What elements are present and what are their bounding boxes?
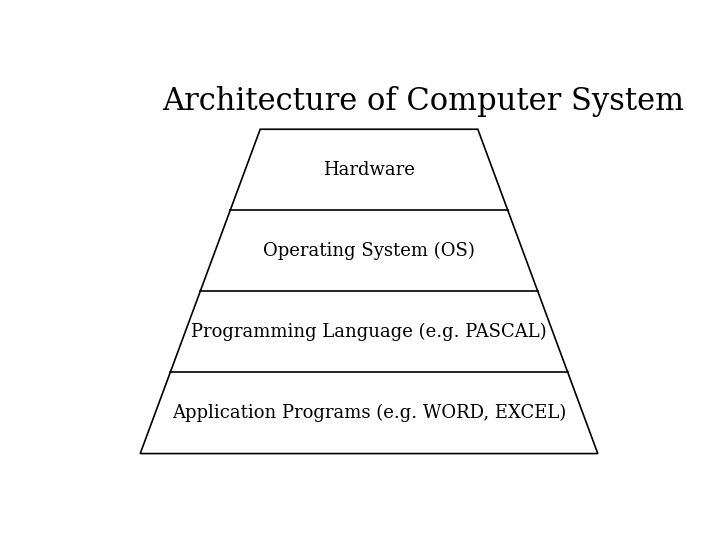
Text: Operating System (OS): Operating System (OS) <box>263 242 475 260</box>
Polygon shape <box>140 129 598 454</box>
Text: Architecture of Computer System: Architecture of Computer System <box>163 85 685 117</box>
Text: Application Programs (e.g. WORD, EXCEL): Application Programs (e.g. WORD, EXCEL) <box>172 404 566 422</box>
Text: Programming Language (e.g. PASCAL): Programming Language (e.g. PASCAL) <box>192 323 546 341</box>
Text: Hardware: Hardware <box>323 161 415 179</box>
